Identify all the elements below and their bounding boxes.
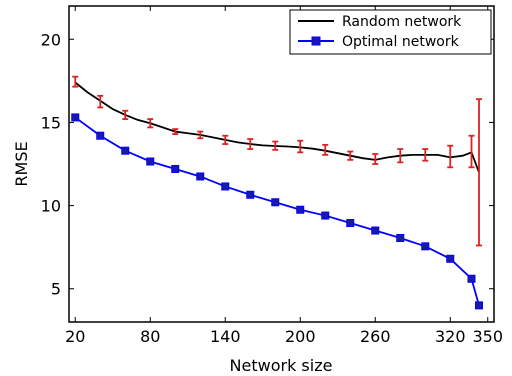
optimal-network-point	[321, 211, 330, 220]
y-axis-label: RMSE	[12, 141, 31, 186]
y-tick-label: 5	[51, 280, 61, 299]
plot-frame	[68, 5, 495, 323]
random-network-line	[74, 81, 480, 173]
x-tick-label: 20	[65, 327, 85, 346]
x-tick-label: 140	[210, 327, 241, 346]
axis-ticks: 20 80 140 200 260 320 350 5 10 15 20	[41, 6, 503, 346]
optimal-network-point	[146, 157, 155, 166]
optimal-network-point	[446, 254, 455, 263]
optimal-network-line	[74, 116, 480, 306]
y-tick-label: 15	[41, 113, 61, 132]
optimal-network-point	[221, 182, 230, 191]
y-tick-label: 10	[41, 197, 61, 216]
optimal-network-point	[71, 113, 80, 122]
optimal-network-point	[421, 242, 430, 251]
optimal-network-point	[346, 219, 355, 228]
optimal-network-point	[467, 274, 476, 283]
optimal-network-point	[196, 172, 205, 181]
optimal-network-point	[96, 131, 105, 140]
legend-label-random: Random network	[342, 14, 462, 30]
legend-label-optimal: Optimal network	[342, 34, 460, 50]
x-tick-label: 200	[285, 327, 316, 346]
x-tick-label: 260	[360, 327, 391, 346]
legend-marker-optimal	[311, 36, 321, 46]
optimal-network-point	[296, 205, 305, 214]
y-tick-label: 20	[41, 30, 61, 49]
optimal-network-point	[396, 234, 405, 243]
x-tick-label: 320	[435, 327, 466, 346]
optimal-network-point	[475, 301, 483, 310]
x-tick-label: 80	[140, 327, 160, 346]
optimal-network-point	[171, 164, 180, 173]
optimal-network-point	[246, 190, 255, 199]
x-axis-label: Network size	[230, 356, 333, 375]
optimal-network-point	[371, 226, 380, 235]
legend-box	[289, 9, 492, 55]
chart-marks	[71, 75, 483, 310]
x-tick-label: 350	[472, 327, 503, 346]
optimal-network-point	[271, 198, 280, 207]
legend: Random network Optimal network	[289, 9, 492, 55]
optimal-network-point	[121, 146, 130, 155]
